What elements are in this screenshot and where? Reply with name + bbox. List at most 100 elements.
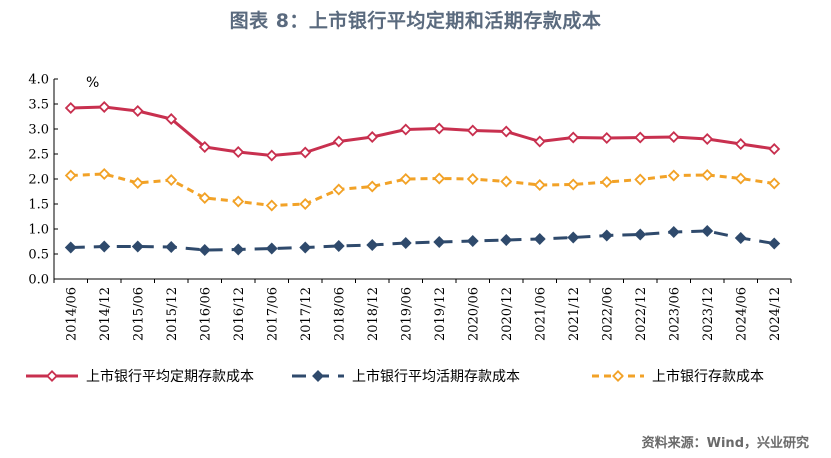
- x-tick-label: 2017/06: [265, 287, 280, 341]
- data-point: [600, 229, 613, 242]
- data-point: [433, 172, 446, 185]
- data-point: [600, 176, 613, 188]
- y-unit-label: %: [86, 75, 99, 91]
- data-point: [265, 199, 278, 212]
- data-point: [701, 225, 714, 237]
- y-tick-label: 2.5: [28, 148, 49, 163]
- data-point: [131, 177, 144, 189]
- x-tick-label: 2019/06: [399, 287, 414, 341]
- data-point: [500, 234, 513, 246]
- data-point: [232, 146, 245, 158]
- legend-swatch-marker: [612, 370, 624, 382]
- legend-swatch-marker: [46, 370, 58, 382]
- x-tick-label: 2018/06: [332, 287, 347, 341]
- data-point: [198, 192, 211, 204]
- series-1: [64, 225, 781, 256]
- data-point: [332, 135, 345, 148]
- y-tick-label: 0.5: [28, 248, 49, 263]
- data-point: [232, 195, 245, 208]
- data-point: [500, 175, 513, 188]
- x-tick-label: 2024/12: [768, 287, 783, 341]
- x-tick-label: 2022/12: [634, 287, 649, 341]
- x-tick-label: 2023/12: [701, 287, 716, 341]
- series-line: [70, 105, 775, 157]
- data-point: [399, 123, 412, 136]
- data-point: [567, 178, 580, 191]
- data-point: [701, 169, 714, 181]
- data-point: [533, 179, 546, 191]
- data-point: [165, 241, 178, 253]
- source-note: 资料来源：Wind，兴业研究: [641, 436, 809, 451]
- data-point: [768, 177, 781, 190]
- x-tick-label: 2021/06: [533, 287, 548, 341]
- data-point: [567, 131, 580, 144]
- y-tick-label: 1.0: [28, 223, 49, 238]
- data-point: [265, 149, 278, 162]
- x-tick-label: 2020/06: [466, 287, 481, 341]
- data-point: [667, 131, 680, 143]
- series-line: [70, 229, 775, 252]
- legend-item-2: 上市银行存款成本: [592, 368, 764, 385]
- data-point: [533, 233, 546, 245]
- series-layer: [64, 101, 781, 256]
- data-point: [64, 169, 77, 182]
- y-tick-label: 3.0: [28, 123, 49, 138]
- data-point: [299, 241, 312, 254]
- data-point: [98, 240, 111, 253]
- data-point: [98, 168, 111, 180]
- x-tick-label: 2023/06: [667, 287, 682, 341]
- data-point: [667, 169, 680, 182]
- data-point: [433, 236, 446, 248]
- data-point: [64, 241, 77, 254]
- data-point: [165, 113, 178, 125]
- data-point: [734, 138, 747, 150]
- y-tick-label: 0.0: [28, 273, 49, 288]
- y-tick-label: 1.5: [28, 198, 49, 213]
- data-point: [299, 198, 312, 210]
- x-tick-label: 2017/12: [299, 287, 314, 341]
- data-point: [634, 131, 647, 144]
- data-point: [567, 231, 580, 244]
- data-point: [399, 237, 412, 249]
- data-point: [131, 105, 144, 117]
- data-point: [299, 146, 312, 159]
- legend-label: 上市银行存款成本: [652, 368, 764, 385]
- legend-label: 上市银行平均活期存款成本: [352, 368, 520, 385]
- data-point: [667, 226, 680, 238]
- data-point: [165, 174, 178, 186]
- x-tick-label: 2016/06: [198, 287, 213, 341]
- x-tick-label: 2015/06: [131, 287, 146, 341]
- data-point: [265, 242, 278, 255]
- data-point: [634, 228, 647, 241]
- legend-label: 上市银行平均定期存款成本: [86, 368, 254, 385]
- y-tick-label: 2.0: [28, 173, 49, 188]
- data-point: [198, 244, 211, 256]
- data-point: [500, 125, 513, 138]
- data-point: [466, 173, 479, 185]
- data-point: [734, 232, 747, 244]
- data-point: [366, 239, 379, 251]
- legend: 上市银行平均定期存款成本 上市银行平均活期存款成本 上市银行存款成本: [26, 368, 764, 385]
- x-tick-label: 2018/12: [366, 287, 381, 341]
- legend-item-1: 上市银行平均活期存款成本: [292, 368, 520, 385]
- data-point: [332, 240, 345, 252]
- data-point: [98, 101, 111, 113]
- x-tick-label: 2019/12: [433, 287, 448, 341]
- data-point: [332, 183, 345, 196]
- x-axis-ticks: 2014/06 2014/12 2015/06 2015/12 2016/06 2016/…: [53, 279, 792, 341]
- data-point: [768, 143, 781, 155]
- data-point: [433, 122, 446, 135]
- data-point: [366, 180, 379, 193]
- legend-item-0: 上市银行平均定期存款成本: [26, 368, 254, 385]
- y-axis-ticks: 0.0 0.5 1.0 1.5 2.0 2.5 3.0 3.5 4.0: [28, 73, 58, 288]
- data-point: [64, 102, 77, 114]
- x-tick-label: 2014/06: [64, 287, 79, 341]
- series-2: [64, 168, 781, 212]
- y-tick-label: 4.0: [28, 73, 49, 88]
- data-point: [466, 235, 479, 247]
- x-tick-label: 2022/06: [600, 287, 615, 341]
- x-tick-label: 2015/12: [165, 287, 180, 341]
- series-line: [70, 172, 775, 207]
- data-point: [399, 173, 412, 185]
